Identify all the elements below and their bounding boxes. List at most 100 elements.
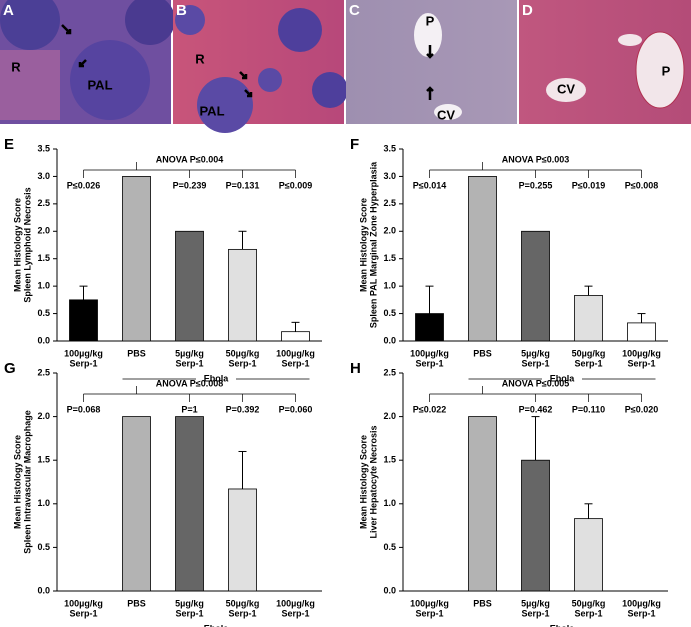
- y-tick-label: 0.5: [383, 542, 396, 552]
- x-tick-label: Serp-1: [521, 608, 549, 618]
- y-tick-label: 1.5: [383, 253, 396, 263]
- y-tick-label: 1.0: [37, 281, 50, 291]
- y-axis-label: Mean Histology Score: [358, 435, 368, 529]
- arrow: [61, 24, 434, 100]
- y-axis-label: Mean Histology Score: [12, 435, 22, 529]
- bar: [627, 322, 656, 342]
- y-tick-label: 1.5: [37, 455, 50, 465]
- x-tick-label: Serp-1: [175, 358, 203, 368]
- y-tick-label: 2.0: [37, 226, 50, 236]
- x-tick-label: Serp-1: [69, 608, 97, 618]
- x-tick-label: 100µg/kg: [410, 598, 449, 608]
- x-tick-label: Serp-1: [574, 608, 602, 618]
- x-tick-label: Serp-1: [228, 608, 256, 618]
- y-tick-label: 0.5: [37, 542, 50, 552]
- follicle: [312, 72, 348, 108]
- vessel: [635, 31, 685, 109]
- vessel: [414, 13, 442, 57]
- p-value-label: P=0.060: [279, 404, 313, 414]
- x-tick-label: Serp-1: [69, 358, 97, 368]
- y-tick-label: 0.0: [37, 335, 50, 345]
- x-tick-label: 5µg/kg: [521, 348, 550, 358]
- y-tick-label: 0.0: [383, 335, 396, 345]
- y-tick-label: 2.5: [383, 367, 396, 377]
- y-axis-label: Spleen Intravascular Macrophage: [22, 410, 32, 554]
- x-tick-label: 100µg/kg: [410, 348, 449, 358]
- y-tick-label: 2.0: [37, 411, 50, 421]
- y-tick-label: 2.5: [383, 198, 396, 208]
- x-tick-label: 50µg/kg: [572, 598, 606, 608]
- group-label: Ebola: [550, 373, 575, 383]
- bar: [415, 313, 444, 342]
- x-tick-label: 5µg/kg: [175, 348, 204, 358]
- y-tick-label: 1.5: [383, 455, 396, 465]
- p-value-label: P≤0.020: [625, 404, 658, 414]
- p-value-label: P=0.131: [226, 180, 260, 190]
- y-tick-label: 2.0: [383, 226, 396, 236]
- vessel: [546, 78, 586, 102]
- image-label: CV: [437, 107, 455, 122]
- x-tick-label: PBS: [473, 598, 492, 608]
- x-tick-label: 100µg/kg: [622, 348, 661, 358]
- y-tick-label: 1.0: [383, 281, 396, 291]
- y-tick-label: 0.0: [37, 585, 50, 595]
- annotation: ANOVA P≤0.003: [502, 154, 569, 164]
- bar: [175, 416, 204, 592]
- image-label: PAL: [87, 77, 112, 92]
- p-value-label: P≤0.009: [279, 180, 312, 190]
- group-label: Ebola: [204, 373, 229, 383]
- x-tick-label: 5µg/kg: [175, 598, 204, 608]
- x-tick-label: Serp-1: [627, 358, 655, 368]
- p-value-label: P≤0.019: [572, 180, 605, 190]
- x-tick-label: 5µg/kg: [521, 598, 550, 608]
- image-label: PAL: [199, 103, 224, 118]
- y-tick-label: 1.0: [37, 498, 50, 508]
- panel-letter: F: [350, 136, 359, 153]
- group-label: Ebola: [204, 623, 229, 627]
- y-tick-label: 0.0: [383, 585, 396, 595]
- histology-panels: [0, 0, 691, 133]
- annotation: ANOVA P≤0.004: [156, 154, 223, 164]
- y-tick-label: 3.5: [383, 143, 396, 153]
- x-tick-label: 50µg/kg: [226, 598, 260, 608]
- p-value-label: P=0.239: [173, 180, 207, 190]
- vessel: [434, 104, 462, 120]
- bar: [521, 230, 550, 342]
- p-value-label: P=0.068: [67, 404, 101, 414]
- bar: [574, 518, 603, 592]
- p-value-label: P=0.462: [519, 404, 553, 414]
- bar: [69, 299, 98, 342]
- panel-letter: E: [4, 136, 14, 153]
- bar: [281, 331, 310, 342]
- x-tick-label: Serp-1: [574, 358, 602, 368]
- x-tick-label: 100µg/kg: [276, 598, 315, 608]
- follicle: [175, 5, 205, 35]
- x-tick-label: Serp-1: [228, 358, 256, 368]
- image-label: P: [426, 13, 435, 28]
- image-label: CV: [557, 81, 575, 96]
- y-tick-label: 1.0: [383, 498, 396, 508]
- follicle: [197, 77, 253, 133]
- follicle: [0, 0, 60, 50]
- y-tick-label: 2.5: [37, 198, 50, 208]
- red-pulp: [0, 50, 60, 120]
- y-axis-label: Spleen PAL Marginal Zone Hyperplasia: [368, 161, 378, 328]
- p-value-label: P=0.255: [519, 180, 553, 190]
- x-tick-label: PBS: [127, 598, 146, 608]
- bar: [468, 176, 497, 342]
- image-letter: A: [3, 2, 14, 19]
- y-tick-label: 0.5: [37, 308, 50, 318]
- follicle: [70, 40, 150, 120]
- x-tick-label: 100µg/kg: [276, 348, 315, 358]
- x-tick-label: PBS: [473, 348, 492, 358]
- p-value-label: P≤0.022: [413, 404, 446, 414]
- y-axis-label: Mean Histology Score: [358, 198, 368, 292]
- image-letter: D: [522, 2, 533, 19]
- x-tick-label: Serp-1: [627, 608, 655, 618]
- p-value-label: P=1: [181, 404, 197, 414]
- image-label: R: [195, 51, 205, 66]
- y-tick-label: 1.5: [37, 253, 50, 263]
- image-label: R: [11, 59, 21, 74]
- y-tick-label: 2.5: [37, 367, 50, 377]
